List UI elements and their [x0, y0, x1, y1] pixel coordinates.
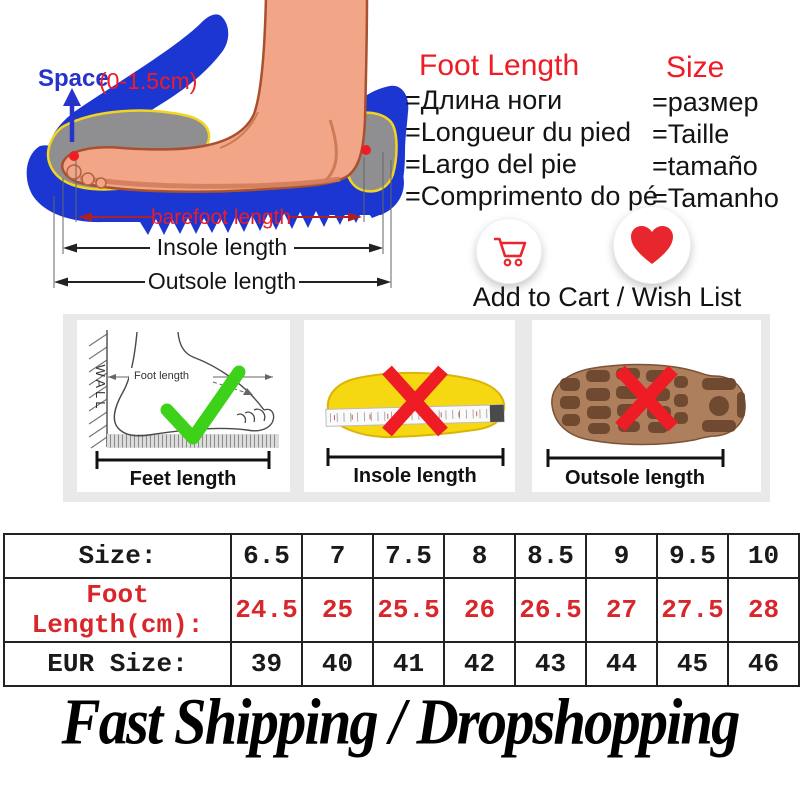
cross-icon — [615, 365, 678, 432]
foot-shading — [79, 175, 341, 189]
foot-length-glossary: Foot Length =Длина ноги =Longueur du pie… — [405, 48, 665, 212]
space-label: Space — [38, 65, 109, 92]
foot-length-cell: 27 — [585, 577, 658, 643]
feet-length-panel: WALL Foot length Feet — [77, 320, 290, 492]
toe-shape — [95, 177, 107, 189]
eur-size-cell: 42 — [443, 641, 516, 687]
foot-shape — [60, 0, 369, 193]
heart-icon — [631, 226, 673, 264]
eur-size-cell: 46 — [727, 641, 800, 687]
tape-end — [489, 404, 505, 423]
foot-length-cell: 24.5 — [230, 577, 303, 643]
foot-length-inner-label: Foot length — [134, 370, 189, 382]
insole-length-panel: Insole length — [304, 320, 515, 492]
arrowhead-right — [265, 374, 273, 380]
length-bracket — [326, 448, 505, 466]
length-bracket — [95, 451, 271, 469]
label-backing — [129, 368, 213, 382]
foot-length-translation: =Comprimento do pé — [405, 181, 658, 211]
eur-size-cell: 44 — [585, 641, 658, 687]
wall-label: WALL — [93, 365, 108, 412]
foot-length-translation: =Длина ноги — [405, 85, 563, 115]
ankle-crease — [219, 111, 259, 149]
wall-hatching — [88, 333, 108, 449]
foot-length-cell: 26.5 — [514, 577, 587, 643]
size-cell: 10 — [727, 533, 800, 579]
cross-icon — [382, 365, 448, 437]
wish-list-button[interactable] — [613, 206, 691, 284]
size-glossary: Size =размер =Taille =tamaño =Tamanho — [652, 50, 800, 214]
eur-size-cell: 43 — [514, 641, 587, 687]
arrowhead-right — [369, 243, 383, 253]
dimension-connectors — [53, 152, 392, 288]
measuring-panels-strip: WALL Foot length Feet — [63, 314, 770, 502]
eur-size-cell: 41 — [372, 641, 445, 687]
length-bracket — [546, 449, 725, 467]
arrowhead-left — [108, 374, 116, 380]
size-heading: Size — [666, 51, 725, 84]
foot-length-translation: =Longueur du pied — [405, 117, 631, 147]
size-translation: =Taille — [652, 119, 730, 149]
foot-length-heading: Foot Length — [419, 49, 580, 82]
size-cell: 9.5 — [656, 533, 729, 579]
size-chart-table: Size: 6.5 7 7.5 8 8.5 9 9.5 10 Foot Leng… — [3, 533, 800, 687]
space-range-label: (0-1.5cm) — [99, 68, 197, 94]
table-row-foot-length: Foot Length(cm): 24.5 25 25.5 26 26.5 27… — [3, 577, 800, 643]
size-cell: 6.5 — [230, 533, 303, 579]
size-cell: 7.5 — [372, 533, 445, 579]
foot-measurement-diagram: Space (0-1.5cm) barefoot length Insole l… — [26, 0, 409, 294]
eur-size-cell: 39 — [230, 641, 303, 687]
table-row-eur-size: EUR Size: 39 40 41 42 43 44 45 46 — [3, 641, 800, 687]
toe-shape — [81, 172, 95, 186]
arrowhead-left — [63, 243, 77, 253]
outsole-length-label: Outsole length — [148, 268, 296, 294]
size-translation: =размер — [652, 87, 759, 117]
panel-caption: Outsole length — [565, 467, 705, 489]
size-cell: 7 — [301, 533, 374, 579]
arrowhead-left — [78, 212, 92, 222]
foot-length-cell: 25.5 — [372, 577, 445, 643]
eur-size-cell: 40 — [301, 641, 374, 687]
size-cell: 8 — [443, 533, 516, 579]
add-to-cart-button[interactable] — [476, 218, 542, 284]
toe-shape — [66, 164, 82, 180]
arrowhead-right — [377, 277, 391, 287]
size-translation: =tamaño — [652, 151, 758, 181]
toe-point-dot — [69, 151, 79, 161]
panel-caption: Insole length — [353, 465, 476, 487]
eur-size-cell: 45 — [656, 641, 729, 687]
foot-length-translation: =Largo del pie — [405, 149, 577, 179]
actions-caption: Add to Cart / Wish List — [472, 282, 742, 312]
space-arrowhead — [63, 88, 81, 106]
check-icon — [160, 365, 246, 445]
arrowhead-right — [348, 212, 362, 222]
insole-length-label: Insole length — [157, 234, 287, 260]
foot-length-cell: 25 — [301, 577, 374, 643]
shipping-banner: Fast Shipping / Dropshopping — [61, 686, 741, 759]
size-translation: =Tamanho — [652, 183, 779, 213]
size-cell: 8.5 — [514, 533, 587, 579]
barefoot-length-label: barefoot length — [151, 206, 291, 229]
panel-caption: Feet length — [130, 468, 237, 490]
heel-crease — [324, 119, 338, 182]
row-label: Size: — [3, 533, 232, 579]
arrowhead-left — [54, 277, 68, 287]
pointer-arrowhead — [243, 388, 253, 395]
outsole-length-panel: Outsole length — [532, 320, 761, 492]
heel-point-dot — [361, 145, 371, 155]
toes-drawing — [236, 408, 275, 424]
size-cell: 9 — [585, 533, 658, 579]
table-row-size: Size: 6.5 7 7.5 8 8.5 9 9.5 10 — [3, 533, 800, 579]
foot-length-cell: 26 — [443, 577, 516, 643]
foot-length-cell: 27.5 — [656, 577, 729, 643]
row-label: Foot Length(cm): — [3, 577, 232, 643]
row-label: EUR Size: — [3, 641, 232, 687]
cart-icon — [494, 237, 527, 267]
foot-outline-drawing — [113, 331, 273, 437]
foot-length-cell: 28 — [727, 577, 800, 643]
